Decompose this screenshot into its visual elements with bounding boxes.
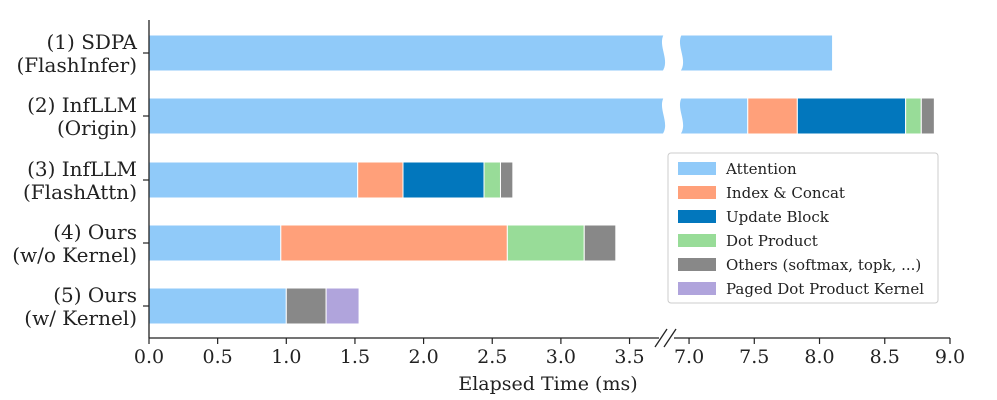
bar-break-mark	[661, 97, 684, 135]
bar-segment	[905, 97, 922, 135]
bar-segment	[148, 224, 282, 262]
axis-break-marks	[661, 34, 684, 135]
bar-segment	[747, 97, 798, 135]
bar-segment	[506, 224, 585, 262]
category-label: (4) Ours (w/o Kernel)	[12, 220, 137, 267]
legend-label: Others (softmax, topk, ...)	[726, 256, 921, 274]
legend-label: Attention	[725, 160, 797, 178]
legend-box	[667, 152, 939, 304]
legend-swatch	[678, 234, 716, 247]
x-tick-label: 3.5	[614, 346, 644, 368]
bars-layer	[148, 34, 935, 325]
x-tick-labels: 0.0 0.5 1.0 1.5 2.0 2.5 3.0 3.5 7.0 7.5 8.0 8.5 9.0	[134, 346, 965, 368]
x-tick-label: 1.5	[340, 346, 370, 368]
x-tick-label: 3.0	[546, 346, 576, 368]
legend-label: Paged Dot Product Kernel	[726, 280, 924, 298]
legend-label: Dot Product	[726, 232, 818, 250]
bar-segment	[483, 161, 501, 199]
category-label: (2) InfLLM (Origin)	[27, 93, 137, 140]
x-tick-label: 2.0	[408, 346, 438, 368]
bar-segment	[583, 224, 617, 262]
legend-swatch	[678, 258, 716, 271]
x-axis-title: Elapsed Time (ms)	[458, 373, 637, 395]
bar-segment	[357, 161, 404, 199]
bar-segment	[148, 34, 834, 72]
x-tick-label: 9.0	[935, 346, 965, 368]
x-tick-label: 8.5	[870, 346, 900, 368]
bar-segment	[280, 224, 508, 262]
bar-segment	[920, 97, 935, 135]
bar-segment	[285, 287, 327, 325]
bar-segment	[402, 161, 485, 199]
bar-segment	[499, 161, 514, 199]
x-tick-label: 7.5	[739, 346, 769, 368]
legend-swatch	[678, 162, 716, 175]
legend-swatch	[678, 186, 716, 199]
category-labels: (1) SDPA (FlashInfer) (2) InfLLM (Origin) (3…	[12, 30, 137, 330]
x-tick-label: 0.5	[203, 346, 233, 368]
x-tick-label: 1.0	[271, 346, 301, 368]
legend-label: Update Block	[726, 208, 830, 226]
bar-segment	[796, 97, 907, 135]
bar-segment	[148, 97, 749, 135]
axis-break-slash	[654, 328, 668, 348]
axes	[143, 20, 951, 348]
category-label: (5) Ours (w/ Kernel)	[24, 283, 137, 330]
legend-label: Index & Concat	[726, 184, 845, 202]
legend: Attention Index & Concat Update Block Dot P…	[667, 152, 939, 304]
legend-swatch	[678, 282, 716, 295]
axis-break-slash	[663, 328, 677, 348]
x-tick-label: 0.0	[134, 346, 164, 368]
legend-swatch	[678, 210, 716, 223]
x-tick-label: 7.0	[674, 346, 704, 368]
bar-segment	[148, 161, 359, 199]
bar-break-mark	[661, 34, 684, 72]
bar-segment	[148, 287, 287, 325]
bar-segment	[325, 287, 360, 325]
category-label: (1) SDPA (FlashInfer)	[16, 30, 137, 77]
x-tick-label: 2.5	[477, 346, 507, 368]
category-label: (3) InfLLM (FlashAttn)	[23, 157, 137, 204]
x-tick-label: 8.0	[804, 346, 834, 368]
